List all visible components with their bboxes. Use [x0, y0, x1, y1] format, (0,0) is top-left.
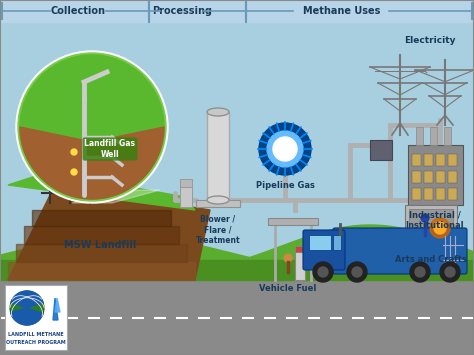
- Bar: [412, 171, 421, 183]
- Circle shape: [445, 267, 455, 277]
- Circle shape: [347, 262, 367, 282]
- Circle shape: [415, 267, 425, 277]
- Circle shape: [18, 53, 166, 201]
- Circle shape: [267, 131, 303, 167]
- Circle shape: [434, 222, 446, 234]
- Circle shape: [421, 214, 429, 222]
- Bar: [295, 252, 305, 280]
- Bar: [430, 127, 437, 145]
- Bar: [196, 200, 240, 207]
- Bar: [180, 187, 192, 207]
- Circle shape: [273, 137, 297, 161]
- FancyBboxPatch shape: [333, 228, 467, 274]
- Bar: [0, 280, 474, 355]
- Text: Electricity: Electricity: [404, 36, 456, 45]
- Polygon shape: [24, 226, 179, 244]
- Text: Arts and Crafts: Arts and Crafts: [395, 255, 467, 264]
- Bar: [409, 209, 453, 246]
- Circle shape: [410, 262, 430, 282]
- Polygon shape: [0, 225, 474, 280]
- Text: Processing: Processing: [153, 6, 212, 16]
- Bar: [412, 188, 421, 200]
- Text: LANDFILL METHANE: LANDFILL METHANE: [8, 333, 64, 338]
- Polygon shape: [8, 262, 195, 280]
- Polygon shape: [72, 190, 160, 203]
- Circle shape: [16, 51, 168, 203]
- Text: Methane Uses: Methane Uses: [302, 6, 380, 16]
- Bar: [416, 127, 423, 145]
- FancyBboxPatch shape: [303, 230, 345, 270]
- Wedge shape: [10, 308, 43, 325]
- Bar: [424, 171, 433, 183]
- Wedge shape: [11, 291, 43, 308]
- Text: Pipeline Gas: Pipeline Gas: [255, 181, 314, 190]
- Circle shape: [71, 149, 77, 155]
- Circle shape: [284, 254, 292, 262]
- Bar: [448, 171, 457, 183]
- Polygon shape: [16, 244, 187, 262]
- Bar: [207, 112, 229, 200]
- Circle shape: [318, 267, 328, 277]
- Bar: [268, 218, 318, 225]
- Polygon shape: [0, 260, 474, 280]
- Circle shape: [430, 218, 450, 238]
- Bar: [370, 140, 392, 160]
- Bar: [436, 171, 445, 183]
- Bar: [436, 154, 445, 166]
- Text: Landfill Gas
Well: Landfill Gas Well: [84, 139, 136, 159]
- Bar: [295, 246, 305, 252]
- Polygon shape: [8, 185, 210, 280]
- Bar: [309, 235, 331, 250]
- Ellipse shape: [207, 196, 229, 204]
- Text: Collection: Collection: [51, 6, 106, 16]
- Bar: [412, 154, 421, 166]
- Text: OUTREACH PROGRAM: OUTREACH PROGRAM: [6, 340, 66, 345]
- Circle shape: [10, 291, 44, 325]
- Circle shape: [71, 169, 77, 175]
- Bar: [405, 205, 457, 250]
- Bar: [436, 188, 445, 200]
- Bar: [424, 188, 433, 200]
- Circle shape: [20, 55, 164, 199]
- Circle shape: [440, 262, 460, 282]
- Text: MSW Landfill: MSW Landfill: [64, 240, 136, 250]
- Bar: [180, 179, 192, 187]
- Bar: [333, 235, 341, 250]
- Bar: [5, 285, 67, 350]
- Polygon shape: [55, 298, 60, 312]
- Polygon shape: [8, 172, 195, 210]
- Ellipse shape: [207, 108, 229, 116]
- Bar: [448, 188, 457, 200]
- Polygon shape: [32, 210, 171, 226]
- Bar: [444, 127, 451, 145]
- Circle shape: [352, 267, 362, 277]
- Bar: [448, 154, 457, 166]
- Circle shape: [259, 123, 311, 175]
- Text: Blower /
Flare /
Treatment: Blower / Flare / Treatment: [196, 215, 240, 245]
- Polygon shape: [20, 127, 164, 199]
- Circle shape: [313, 262, 333, 282]
- Bar: [0, 0, 474, 22]
- Bar: [424, 154, 433, 166]
- Text: Industrial /
Institutional: Industrial / Institutional: [406, 211, 465, 230]
- Bar: [408, 145, 463, 205]
- Polygon shape: [53, 298, 58, 320]
- Text: Vehicle Fuel: Vehicle Fuel: [259, 284, 317, 293]
